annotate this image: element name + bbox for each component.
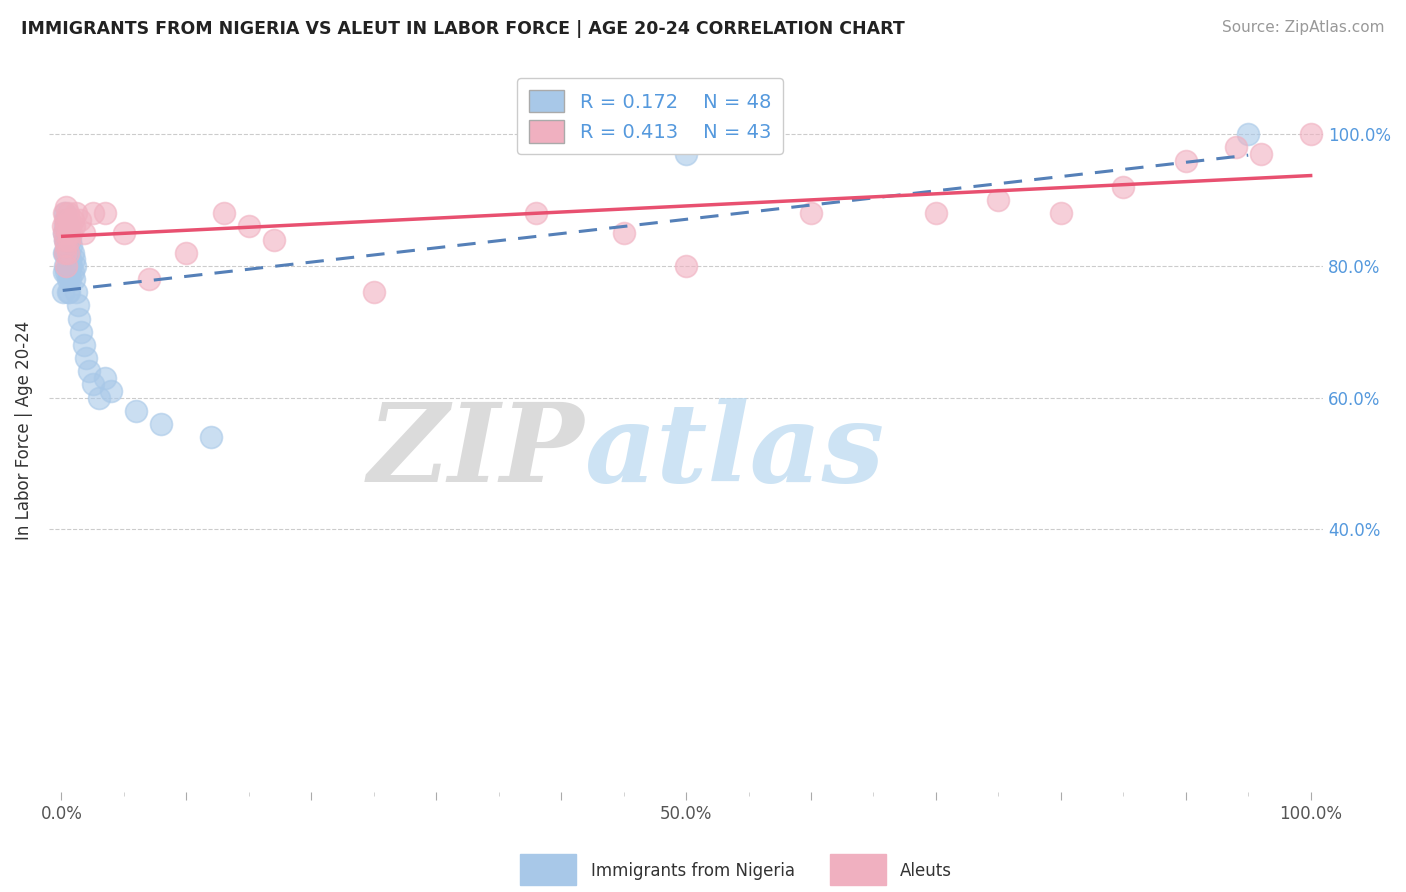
Point	[58, 233, 80, 247]
Point	[56, 226, 79, 240]
Point	[1112, 180, 1135, 194]
Point	[60, 259, 83, 273]
Point	[59, 252, 82, 267]
Point	[58, 265, 80, 279]
Point	[212, 206, 235, 220]
Point	[1049, 206, 1071, 220]
Point	[58, 245, 80, 260]
Point	[55, 212, 77, 227]
Point	[363, 285, 385, 300]
Point	[82, 206, 104, 220]
Point	[53, 233, 76, 247]
Point	[73, 338, 96, 352]
Point	[524, 206, 547, 220]
Point	[63, 219, 86, 234]
Point	[53, 233, 76, 247]
Point	[52, 219, 75, 234]
Point	[1225, 140, 1247, 154]
Point	[56, 239, 79, 253]
Text: IMMIGRANTS FROM NIGERIA VS ALEUT IN LABOR FORCE | AGE 20-24 CORRELATION CHART: IMMIGRANTS FROM NIGERIA VS ALEUT IN LABO…	[21, 20, 905, 37]
Point	[138, 272, 160, 286]
Point	[56, 206, 79, 220]
Point	[59, 233, 82, 247]
Point	[56, 245, 79, 260]
Point	[176, 245, 198, 260]
Point	[70, 325, 93, 339]
Point	[63, 252, 86, 267]
Point	[62, 212, 84, 227]
Point	[1299, 128, 1322, 142]
Point	[94, 206, 117, 220]
Point	[66, 298, 89, 312]
Point	[53, 219, 76, 234]
Point	[53, 245, 76, 260]
Point	[59, 219, 82, 234]
Point	[1250, 147, 1272, 161]
Point	[59, 272, 82, 286]
Point	[55, 245, 77, 260]
Point	[63, 272, 86, 286]
Point	[65, 285, 87, 300]
Text: ZIP: ZIP	[367, 399, 583, 506]
Point	[238, 219, 260, 234]
Point	[56, 259, 79, 273]
Point	[55, 200, 77, 214]
Point	[200, 430, 222, 444]
Point	[53, 206, 76, 220]
Point	[94, 371, 117, 385]
Y-axis label: In Labor Force | Age 20-24: In Labor Force | Age 20-24	[15, 321, 32, 540]
Point	[112, 226, 135, 240]
Point	[60, 226, 83, 240]
Point	[55, 265, 77, 279]
Point	[58, 212, 80, 227]
Point	[52, 285, 75, 300]
Point	[125, 403, 148, 417]
Point	[56, 219, 79, 234]
Text: Immigrants from Nigeria: Immigrants from Nigeria	[591, 863, 794, 880]
Point	[55, 239, 77, 253]
Point	[58, 226, 80, 240]
Point	[53, 245, 76, 260]
Point	[56, 285, 79, 300]
Point	[150, 417, 173, 431]
Point	[613, 226, 636, 240]
Text: atlas: atlas	[583, 399, 884, 506]
Point	[53, 259, 76, 273]
Point	[987, 193, 1010, 207]
Point	[52, 206, 75, 220]
Point	[675, 259, 697, 273]
Point	[77, 364, 100, 378]
Text: Source: ZipAtlas.com: Source: ZipAtlas.com	[1222, 20, 1385, 35]
Point	[55, 259, 77, 273]
Point	[73, 226, 96, 240]
Point	[62, 265, 84, 279]
Point	[52, 245, 75, 260]
Point	[82, 377, 104, 392]
Point	[67, 311, 90, 326]
Point	[100, 384, 122, 398]
Point	[87, 391, 110, 405]
Point	[53, 212, 76, 227]
Point	[63, 259, 86, 273]
Point	[1174, 153, 1197, 168]
Legend: R = 0.172    N = 48, R = 0.413    N = 43: R = 0.172 N = 48, R = 0.413 N = 43	[517, 78, 783, 154]
Point	[58, 285, 80, 300]
Point	[55, 233, 77, 247]
Text: Aleuts: Aleuts	[900, 863, 952, 880]
Point	[52, 226, 75, 240]
Point	[56, 272, 79, 286]
Point	[800, 206, 823, 220]
Point	[62, 245, 84, 260]
Point	[52, 265, 75, 279]
Point	[69, 212, 91, 227]
Point	[55, 219, 77, 234]
Point	[75, 351, 97, 365]
Point	[925, 206, 948, 220]
Point	[1237, 128, 1260, 142]
Point	[65, 206, 87, 220]
Point	[52, 226, 75, 240]
Point	[675, 147, 697, 161]
Point	[60, 239, 83, 253]
Point	[263, 233, 285, 247]
